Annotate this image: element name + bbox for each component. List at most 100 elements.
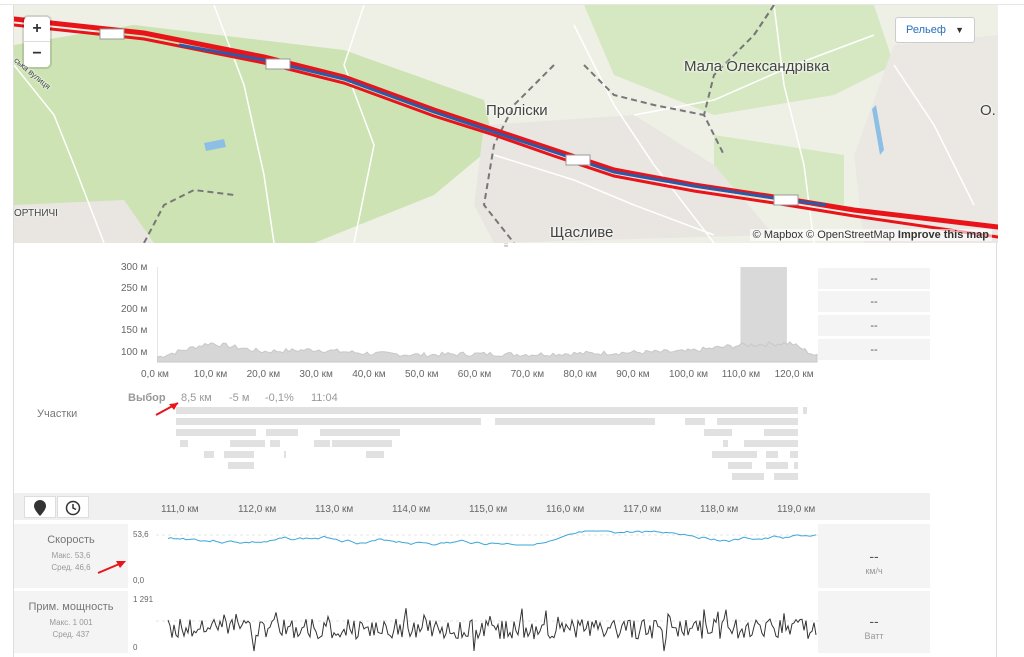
segment-bar[interactable] <box>764 429 798 436</box>
selection-grade: -0,1% <box>265 392 294 404</box>
activity-analysis-panel: + − Рельеф ▼ Мала Олександрівка Пролiски… <box>13 5 998 657</box>
map-style-label: Рельеф <box>906 24 946 36</box>
minor-roads <box>14 5 975 243</box>
x-tick: 111,0 км <box>161 504 199 515</box>
map-style-dropdown[interactable]: Рельеф ▼ <box>895 17 975 43</box>
map-pin-icon <box>34 500 46 516</box>
segment-bar[interactable] <box>790 451 798 458</box>
annotation-arrow <box>97 561 126 574</box>
road-shields <box>99 28 799 206</box>
park-area <box>584 5 894 115</box>
x-tick: 117,0 км <box>623 504 662 515</box>
selection-label-text: Выбор <box>128 392 166 404</box>
zoom-out-button[interactable]: − <box>32 45 42 62</box>
power-metric[interactable]: Прим. мощность Макс. 1 001 Сред. 437 <box>14 591 128 653</box>
improve-map-link[interactable]: Improve this map <box>897 229 989 241</box>
speed-axis-top: 53,6 <box>133 530 149 539</box>
segment-bar[interactable] <box>803 407 807 414</box>
segment-bar[interactable] <box>766 451 778 458</box>
x-tick: 120,0 км <box>774 369 814 380</box>
forest-area <box>14 25 494 243</box>
selected-segment-line <box>178 43 827 207</box>
place-label: О. <box>980 102 996 119</box>
map-canvas <box>14 5 998 243</box>
elevation-chart[interactable] <box>157 267 818 367</box>
time-mode-button[interactable] <box>57 496 89 518</box>
distance-mode-button[interactable] <box>24 496 56 518</box>
speed-max: Макс. 53,6 <box>51 551 91 560</box>
stat-cell: -- <box>818 268 930 290</box>
resize-handle[interactable]: ≡ <box>503 241 509 250</box>
segment-bar[interactable] <box>176 418 481 425</box>
annotation-arrow <box>155 402 179 416</box>
segment-bar[interactable] <box>228 462 254 469</box>
segment-bar[interactable] <box>204 451 214 458</box>
chevron-down-icon: ▼ <box>955 25 964 35</box>
place-label: Мала Олександрівка <box>684 58 830 75</box>
segment-bar[interactable] <box>717 418 798 425</box>
map-attribution: © Mapbox © OpenStreetMap Improve this ma… <box>749 229 992 241</box>
place-label: ОРТНИЧІ <box>14 208 58 219</box>
power-axis-top: 1 291 <box>133 595 154 604</box>
segment-bar[interactable] <box>766 462 788 469</box>
segment-bar[interactable] <box>176 407 798 414</box>
x-tick: 80,0 км <box>563 369 597 380</box>
x-tick: 114,0 км <box>392 504 431 515</box>
detail-toolbar <box>14 493 930 520</box>
clock-icon <box>65 500 81 516</box>
speed-metric[interactable]: Скорость Макс. 53,6 Сред. 46,6 <box>14 524 128 588</box>
segment-bar[interactable] <box>320 429 400 436</box>
segment-bar[interactable] <box>774 473 798 480</box>
segments-title: Участки <box>37 408 78 420</box>
speed-current: -- км/ч <box>818 524 930 588</box>
segment-bar[interactable] <box>712 451 757 458</box>
x-tick: 40,0 км <box>352 369 386 380</box>
power-avg: Сред. 437 <box>52 630 90 639</box>
segment-bar[interactable] <box>332 440 392 447</box>
speed-value: -- <box>869 548 879 564</box>
power-chart[interactable] <box>156 593 818 655</box>
segment-bar[interactable] <box>685 418 705 425</box>
x-tick: 30,0 км <box>299 369 333 380</box>
zoom-in-button[interactable]: + <box>24 17 50 42</box>
segment-bar[interactable] <box>732 473 764 480</box>
speed-chart[interactable] <box>156 523 818 589</box>
y-tick: 150 м <box>121 325 148 336</box>
segment-bar[interactable] <box>723 440 728 447</box>
speed-unit: км/ч <box>865 566 883 576</box>
segment-bar[interactable] <box>284 451 286 458</box>
urban-area <box>14 200 154 243</box>
x-tick: 110,0 км <box>721 369 761 380</box>
segment-bar[interactable] <box>176 429 256 436</box>
place-label: Пролiски <box>486 102 548 119</box>
speed-axis-bottom: 0,0 <box>133 576 145 585</box>
segment-bar[interactable] <box>230 440 265 447</box>
segment-bar[interactable] <box>224 451 254 458</box>
power-max: Макс. 1 001 <box>49 618 93 627</box>
segment-bar[interactable] <box>314 440 330 447</box>
x-tick: 116,0 км <box>546 504 585 515</box>
segment-bar[interactable] <box>270 440 280 447</box>
segment-bar[interactable] <box>266 429 298 436</box>
power-unit: Ватт <box>864 631 884 641</box>
segment-bar[interactable] <box>366 451 384 458</box>
segment-bar[interactable] <box>794 462 798 469</box>
segment-bar[interactable] <box>704 429 732 436</box>
x-tick: 100,0 км <box>669 369 709 380</box>
power-title: Прим. мощность <box>28 601 114 613</box>
route-map[interactable]: + − Рельеф ▼ Мала Олександрівка Пролiски… <box>14 5 998 243</box>
osm-link[interactable]: © OpenStreetMap <box>806 229 895 241</box>
segment-bar[interactable] <box>728 462 752 469</box>
x-tick: 118,0 км <box>700 504 739 515</box>
power-axis-bottom: 0 <box>133 643 138 652</box>
admin-borders <box>143 5 775 243</box>
power-line <box>167 608 817 652</box>
segment-bar[interactable] <box>180 440 188 447</box>
power-current: -- Ватт <box>818 591 930 653</box>
x-tick: 0,0 км <box>141 369 169 380</box>
segment-bar[interactable] <box>744 440 798 447</box>
stat-cell: -- <box>818 339 930 361</box>
stat-cell: -- <box>818 315 930 337</box>
segment-bar[interactable] <box>495 418 655 425</box>
mapbox-link[interactable]: © Mapbox <box>752 229 803 241</box>
